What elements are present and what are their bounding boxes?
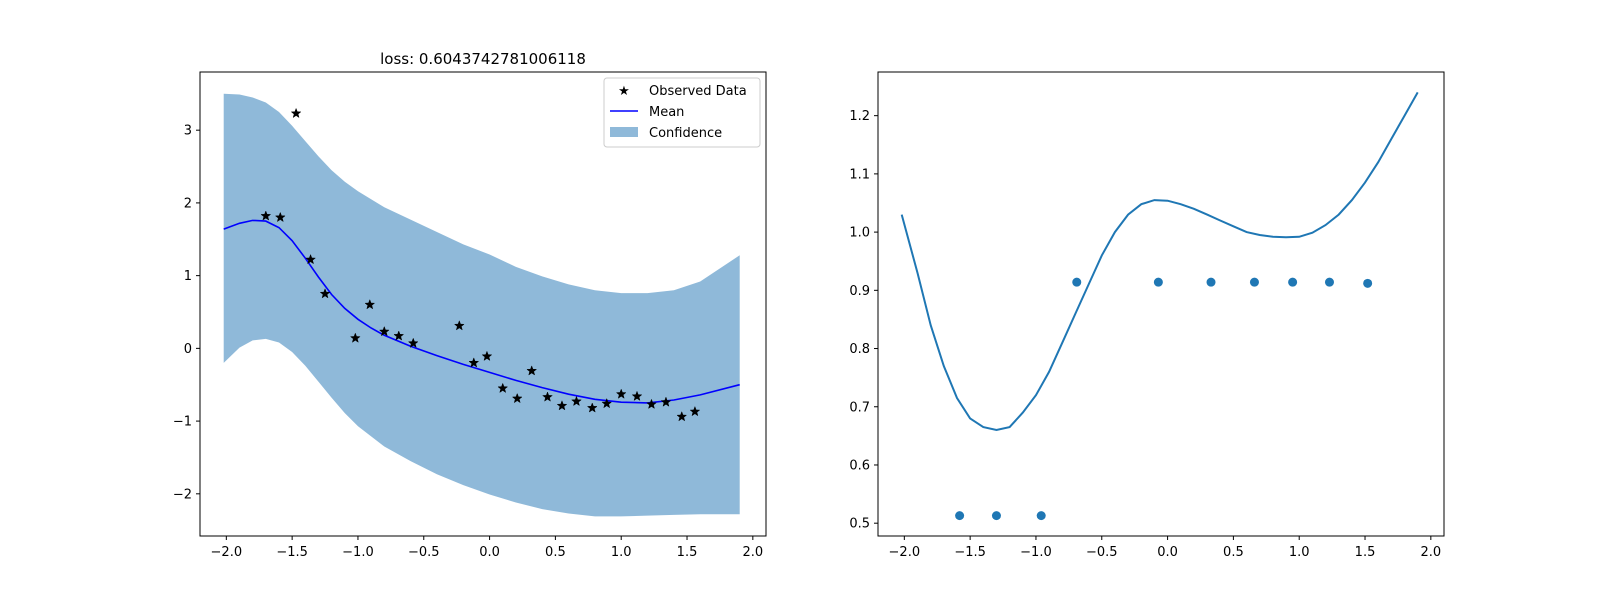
right-line-layer (900, 91, 1419, 432)
right-x-ticks: −2.0 −1.5 −1.0 −0.5 0.0 0.5 1.0 1.5 2.0 (889, 536, 1441, 560)
left-y-tick-label: −2 (173, 487, 192, 502)
legend-label-confidence: Confidence (649, 126, 722, 141)
observed-data-point (511, 392, 523, 404)
left-subplot: −2.0 −1.5 −1.0 −0.5 0.0 0.5 1.0 1.5 2.0 −2 −1 0 1 2 3… (173, 50, 767, 560)
right-x-tick-label: 1.0 (1289, 545, 1310, 560)
observed-data-point (542, 391, 553, 402)
right-x-tick-label: −1.0 (1020, 545, 1052, 560)
observed-data-point (453, 320, 465, 331)
observed-data-point (407, 337, 419, 348)
right-x-tick-label: −0.5 (1086, 545, 1118, 560)
left-x-tick-label: −2.0 (211, 545, 243, 560)
observed-data-point (481, 350, 493, 361)
left-x-tick-label: 0.0 (479, 545, 500, 560)
right-y-tick-label: 1.0 (849, 226, 870, 241)
mean-line-layer (223, 219, 740, 404)
observed-data-layer (260, 107, 701, 422)
observed-data-point (393, 330, 405, 341)
right-x-tick-label: 1.5 (1355, 545, 1376, 560)
left-x-tick-label: −1.5 (276, 545, 308, 560)
left-y-ticks: −2 −1 0 1 2 3 (173, 124, 200, 502)
left-x-tick-label: −0.5 (408, 545, 440, 560)
observed-data-point (660, 396, 672, 407)
observed-data-point (676, 411, 688, 422)
observed-data-point (586, 402, 598, 413)
legend-item-confidence: Confidence (610, 126, 722, 141)
right-x-tick-label: 0.5 (1223, 545, 1244, 560)
observed-data-point (349, 332, 361, 343)
observed-data-point (601, 397, 613, 409)
right-x-tick-label: −1.5 (954, 545, 986, 560)
right-scatter-point (1324, 277, 1334, 287)
observed-data-point (260, 210, 272, 221)
right-line (900, 91, 1419, 432)
legend-item-mean: Mean (610, 105, 684, 120)
right-x-tick-label: 2.0 (1420, 545, 1441, 560)
observed-data-point (689, 405, 701, 417)
legend-patch-icon (610, 127, 638, 137)
observed-data-point (571, 395, 582, 407)
right-y-tick-label: 0.6 (849, 458, 870, 473)
left-x-tick-label: −1.0 (342, 545, 374, 560)
confidence-band (223, 93, 740, 517)
observed-data-point (646, 398, 657, 409)
right-scatter-point (1249, 277, 1259, 287)
observed-data-point (526, 365, 538, 376)
observed-data-point (305, 253, 316, 265)
left-axes-frame (199, 71, 767, 537)
observed-data-point (364, 299, 376, 310)
observed-data-point (468, 357, 480, 368)
left-chart-title: loss: 0.6043742781006118 (380, 50, 586, 68)
left-y-tick-label: 1 (184, 269, 192, 284)
left-x-tick-label: 1.0 (611, 545, 632, 560)
left-y-tick-label: 3 (184, 124, 192, 139)
observed-data-point (319, 288, 331, 299)
observed-data-point (274, 211, 286, 223)
legend-label-mean: Mean (649, 105, 684, 120)
observed-data-point (556, 400, 568, 411)
observed-data-point (615, 388, 627, 399)
left-y-tick-label: 0 (184, 342, 192, 357)
right-x-tick-label: −2.0 (889, 545, 921, 560)
observed-data-point (290, 107, 302, 119)
right-scatter-point (1363, 278, 1373, 288)
left-x-ticks: −2.0 −1.5 −1.0 −0.5 0.0 0.5 1.0 1.5 2.0 (211, 536, 763, 560)
legend-item-observed-data: ★ Observed Data (618, 84, 747, 99)
left-y-tick-label: 2 (184, 196, 192, 211)
right-y-tick-label: 1.1 (849, 167, 870, 182)
right-subplot: −2.0 −1.5 −1.0 −0.5 0.0 0.5 1.0 1.5 2.0 0.50.60.… (849, 71, 1445, 560)
observed-data-point (497, 382, 509, 393)
observed-data-point (378, 325, 390, 337)
right-y-tick-label: 1.2 (849, 109, 870, 124)
right-scatter-point (1206, 277, 1216, 287)
legend-label-observed-data: Observed Data (649, 84, 747, 99)
right-x-tick-label: 0.0 (1157, 545, 1178, 560)
mean-line (223, 219, 740, 404)
right-scatter-point (1288, 277, 1298, 287)
right-y-tick-label: 0.7 (849, 400, 870, 415)
right-scatter-point (991, 511, 1001, 521)
left-y-tick-label: −1 (173, 415, 192, 430)
right-y-tick-label: 0.5 (849, 517, 870, 532)
right-scatter-point (1072, 277, 1082, 287)
right-y-tick-label: 0.9 (849, 284, 870, 299)
right-scatter-point (1036, 511, 1046, 521)
right-scatter-point (1153, 277, 1163, 287)
confidence-band-layer (223, 93, 740, 517)
right-y-tick-label: 0.8 (849, 342, 870, 357)
legend-star-icon: ★ (618, 84, 630, 99)
left-x-tick-label: 2.0 (742, 545, 763, 560)
right-scatter-layer (955, 277, 1373, 521)
left-x-tick-label: 0.5 (545, 545, 566, 560)
right-scatter-point (955, 511, 965, 521)
left-x-tick-label: 1.5 (677, 545, 698, 560)
observed-data-point (631, 390, 643, 401)
legend-box (603, 77, 761, 148)
legend: ★ Observed Data Mean Confidence (603, 77, 761, 148)
right-y-ticks: 0.5 0.6 0.7 0.8 0.9 1.0 1.1 1.2 (849, 109, 878, 532)
right-axes-frame (877, 71, 1445, 537)
